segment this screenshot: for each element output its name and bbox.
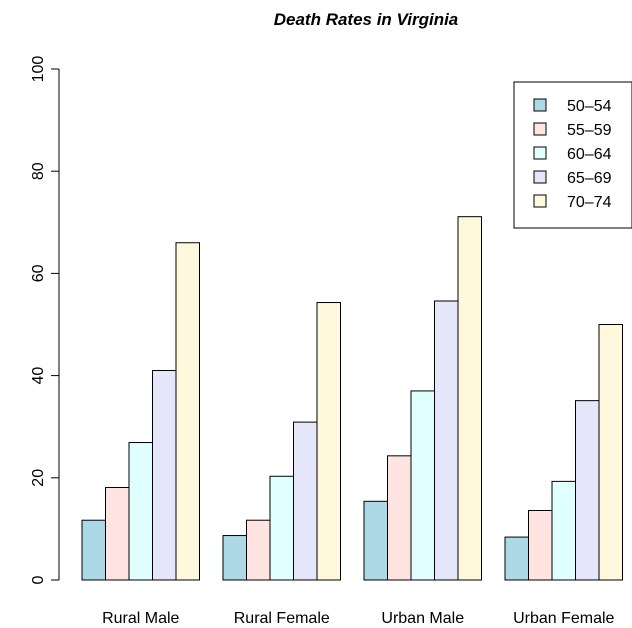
bar — [152, 369, 177, 581]
bar — [269, 475, 294, 581]
bar — [81, 519, 106, 581]
y-tick-label: 80 — [30, 162, 47, 180]
legend: 50–54 55–59 60–64 65–69 70–74 — [513, 81, 632, 229]
bar — [504, 536, 529, 581]
bar — [246, 519, 271, 581]
y-tick-label: 60 — [30, 264, 47, 282]
bar — [528, 510, 553, 581]
legend-swatch — [533, 170, 547, 184]
y-tick-label: 20 — [30, 469, 47, 487]
legend-label: 60–64 — [567, 146, 612, 163]
x-tick-label: Urban Male — [381, 610, 464, 627]
bars-group — [81, 216, 623, 581]
x-tick-label: Rural Male — [102, 610, 179, 627]
bar — [222, 535, 247, 581]
bar — [575, 400, 600, 581]
bar — [598, 324, 623, 581]
chart-title: Death Rates in Virginia — [274, 10, 459, 29]
y-axis: 0 20 40 60 80 100 — [30, 56, 59, 584]
legend-label: 65–69 — [567, 170, 612, 187]
bar — [410, 390, 435, 581]
bar — [457, 216, 482, 581]
bar — [175, 242, 200, 581]
legend-swatch — [533, 194, 547, 208]
bar — [316, 302, 341, 581]
bar — [363, 500, 388, 581]
y-tick-label: 40 — [30, 367, 47, 385]
legend-swatch — [533, 122, 547, 136]
legend-swatch — [533, 98, 547, 112]
legend-label: 55–59 — [567, 122, 612, 139]
bar — [387, 455, 412, 581]
y-tick-label: 100 — [30, 56, 47, 83]
bar — [128, 442, 153, 581]
bar — [434, 300, 459, 581]
bar — [551, 480, 576, 581]
legend-label: 50–54 — [567, 98, 612, 115]
bar — [105, 487, 130, 581]
legend-label: 70–74 — [567, 194, 612, 211]
bar — [293, 421, 318, 581]
x-tick-label: Rural Female — [234, 610, 330, 627]
y-tick-label: 0 — [30, 575, 47, 584]
x-axis-labels: Rural Male Rural Female Urban Male Urban Fe… — [102, 610, 614, 627]
legend-swatch — [533, 146, 547, 160]
x-tick-label: Urban Female — [513, 610, 614, 627]
